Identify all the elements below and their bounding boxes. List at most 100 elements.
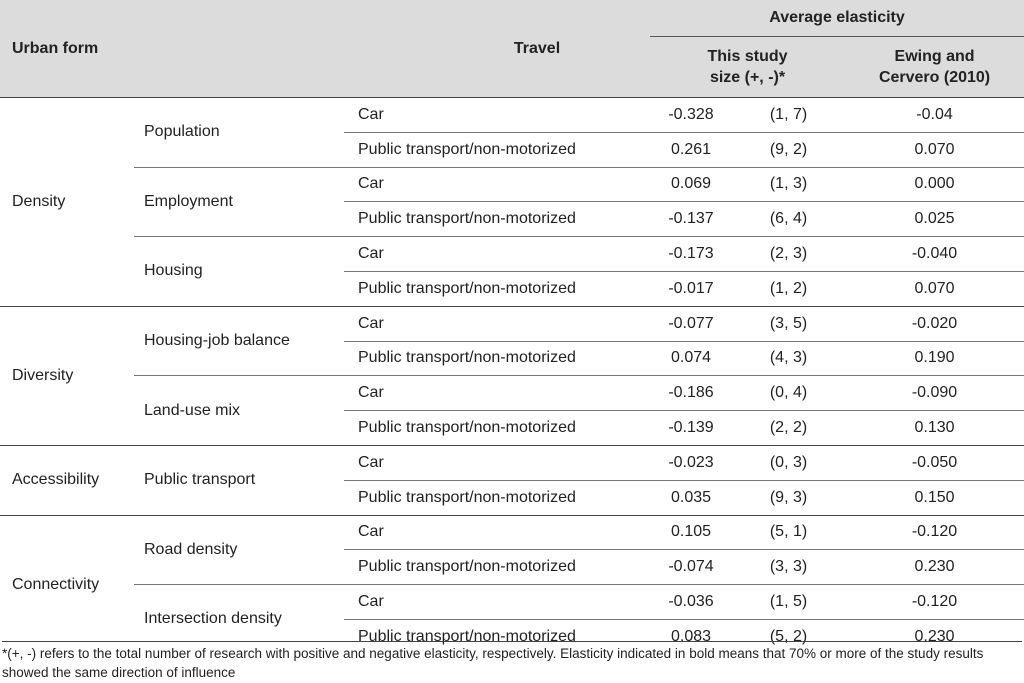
table-footnote: *(+, -) refers to the total number of re… — [2, 641, 1022, 682]
sub-category-cell: Public transport — [134, 444, 344, 516]
study-count-cell: (1, 3) — [732, 166, 846, 202]
elasticity-value-cell: 0.105 — [650, 514, 733, 550]
study-count-cell: (5, 1) — [732, 514, 846, 550]
travel-mode-cell: Public transport/non-motorized — [344, 479, 651, 516]
travel-mode-cell: Public transport/non-motorized — [344, 270, 651, 307]
header-urban-form: Urban form — [0, 0, 134, 98]
elasticity-value-cell: -0.017 — [650, 270, 733, 307]
study-count-cell: (1, 2) — [732, 270, 846, 307]
study-count-cell: (1, 7) — [732, 97, 846, 133]
elasticity-table: Urban form Travel Average elasticity Thi… — [0, 0, 1024, 654]
travel-mode-cell: Public transport/non-motorized — [344, 618, 651, 654]
sub-category-cell: Population — [134, 97, 344, 168]
table-row: Intersection density Car -0.036 (1, 5) -0.12… — [0, 584, 1024, 654]
travel-mode-cell: Public transport/non-motorized — [344, 131, 651, 168]
travel-mode-cell: Car — [344, 514, 651, 550]
elasticity-value-cell: -0.074 — [650, 549, 733, 585]
header-ewing-cervero: Ewing and Cervero (2010) — [845, 36, 1024, 98]
elasticity-value-cell: -0.036 — [650, 584, 733, 620]
table-row: Density Population Car -0.328 (1, 7) -0.04 — [0, 97, 1024, 307]
ewing-cervero-cell: -0.090 — [845, 375, 1024, 411]
study-count-cell: (4, 3) — [732, 340, 846, 376]
sub-category-cell: Intersection density — [134, 584, 344, 654]
urban-form-cell: Accessibility — [0, 444, 134, 516]
ewing-cervero-cell: 0.130 — [845, 410, 1024, 446]
study-count-cell: (9, 3) — [732, 479, 846, 516]
table-row: Land-use mix Car -0.186 (0, 4) -0.090 — [0, 375, 1024, 446]
study-count-cell: (3, 5) — [732, 305, 846, 342]
elasticity-value-cell: -0.186 — [650, 375, 733, 411]
ewing-cervero-cell: 0.070 — [845, 131, 1024, 168]
ewing-cervero-cell: -0.120 — [845, 514, 1024, 550]
table-row: Public transport/non-motorized -0.137 (6, … — [0, 201, 1024, 237]
urban-form-cell: Diversity — [0, 305, 134, 446]
ewing-cervero-cell: -0.040 — [845, 236, 1024, 272]
study-count-cell: (1, 5) — [732, 584, 846, 620]
study-count-cell: (9, 2) — [732, 131, 846, 168]
table-row: Public transport/non-motorized -0.139 (2, … — [0, 410, 1024, 446]
ewing-cervero-cell: 0.230 — [845, 549, 1024, 585]
sub-category-cell: Land-use mix — [134, 375, 344, 446]
travel-mode-cell: Car — [344, 236, 651, 272]
travel-mode-cell: Car — [344, 305, 651, 342]
table-row: Accessibility Public transport Car -0.023 (0… — [0, 444, 1024, 516]
header-this-study-line1: This study — [707, 48, 788, 65]
study-count-cell: (2, 2) — [732, 410, 846, 446]
table-body: Density Population Car -0.328 (1, 7) -0.04 Pub… — [0, 97, 1024, 654]
elasticity-value-cell: -0.173 — [650, 236, 733, 272]
table-row: Public transport/non-motorized 0.083 (5, 2… — [0, 618, 1024, 654]
elasticity-value-cell: 0.083 — [650, 618, 733, 654]
study-count-cell: (6, 4) — [732, 201, 846, 237]
table-header: Urban form Travel Average elasticity Thi… — [0, 0, 1024, 98]
table-row: Diversity Housing-job balance Car -0.077 (3,… — [0, 305, 1024, 446]
study-count-cell: (5, 2) — [732, 618, 846, 654]
header-travel: Travel — [134, 0, 651, 98]
ewing-cervero-cell: -0.020 — [845, 305, 1024, 342]
header-ewing-line1: Ewing and — [894, 48, 975, 65]
elasticity-value-cell: -0.077 — [650, 305, 733, 342]
ewing-cervero-cell: -0.050 — [845, 444, 1024, 481]
study-count-cell: (0, 3) — [732, 444, 846, 481]
elasticity-value-cell: 0.035 — [650, 479, 733, 516]
ewing-cervero-cell: 0.070 — [845, 270, 1024, 307]
header-average-elasticity: Average elasticity — [650, 0, 1024, 37]
elasticity-value-cell: -0.139 — [650, 410, 733, 446]
table-row: Public transport/non-motorized -0.017 (1, … — [0, 270, 1024, 307]
sub-category-cell: Employment — [134, 166, 344, 237]
elasticity-value-cell: 0.261 — [650, 131, 733, 168]
travel-mode-cell: Public transport/non-motorized — [344, 340, 651, 376]
sub-category-cell: Road density — [134, 514, 344, 585]
study-count-cell: (0, 4) — [732, 375, 846, 411]
sub-category-cell: Housing-job balance — [134, 305, 344, 376]
ewing-cervero-cell: 0.025 — [845, 201, 1024, 237]
travel-mode-cell: Car — [344, 166, 651, 202]
table-row: Public transport/non-motorized 0.035 (9, 3… — [0, 479, 1024, 516]
urban-form-cell: Density — [0, 97, 134, 307]
header-this-study-line2: size (+, -)* — [709, 69, 786, 86]
urban-form-cell: Connectivity — [0, 514, 134, 654]
ewing-cervero-cell: 0.230 — [845, 618, 1024, 654]
ewing-cervero-cell: 0.000 — [845, 166, 1024, 202]
sub-category-cell: Housing — [134, 236, 344, 307]
table-row: Public transport/non-motorized 0.074 (4, 3… — [0, 340, 1024, 376]
ewing-cervero-cell: 0.150 — [845, 479, 1024, 516]
header-ewing-line2: Cervero (2010) — [878, 69, 991, 86]
elasticity-value-cell: -0.137 — [650, 201, 733, 237]
travel-mode-cell: Car — [344, 444, 651, 481]
travel-mode-cell: Public transport/non-motorized — [344, 549, 651, 585]
elasticity-value-cell: 0.074 — [650, 340, 733, 376]
header-this-study: This study size (+, -)* — [650, 36, 846, 98]
travel-mode-cell: Public transport/non-motorized — [344, 410, 651, 446]
elasticity-value-cell: 0.069 — [650, 166, 733, 202]
study-count-cell: (3, 3) — [732, 549, 846, 585]
table-row: Connectivity Road density Car 0.105 (5, 1) -0… — [0, 514, 1024, 654]
elasticity-value-cell: -0.023 — [650, 444, 733, 481]
travel-mode-cell: Public transport/non-motorized — [344, 201, 651, 237]
table-row: Public transport/non-motorized -0.074 (3, … — [0, 549, 1024, 585]
ewing-cervero-cell: -0.04 — [845, 97, 1024, 133]
travel-mode-cell: Car — [344, 375, 651, 411]
study-count-cell: (2, 3) — [732, 236, 846, 272]
ewing-cervero-cell: 0.190 — [845, 340, 1024, 376]
travel-mode-cell: Car — [344, 584, 651, 620]
